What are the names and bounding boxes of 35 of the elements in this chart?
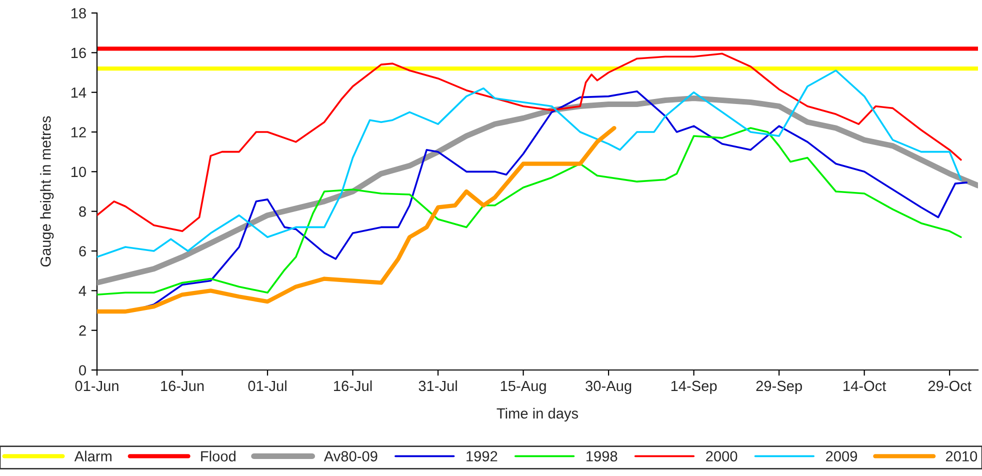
line-series [97,127,962,296]
x-tick-label: 14-Oct [844,380,886,392]
y-tick-label: 18 [71,8,86,18]
x-tick-label: 14-Sep [671,380,717,394]
x-tick-label: 30-Aug [586,380,632,394]
legend-label: Alarm [74,450,112,462]
legend-label: Flood [201,450,236,462]
y-tick-label: 8 [79,206,86,217]
y-tick-label: 14 [71,88,86,98]
line-series [97,52,962,232]
x-tick-label: 01-Jul [248,380,286,392]
x-tick-label: 31-Jul [418,380,457,392]
line-series [97,70,962,258]
x-tick-label: 01-Jun [75,380,118,392]
y-tick-label: 16 [71,48,86,58]
legend-label: 2000 [706,451,738,462]
legend-label: 2009 [826,451,858,462]
legend-label: Av80-09 [324,451,378,462]
x-tick-label: 16-Jul [334,380,372,392]
y-tick-label: 12 [71,127,86,138]
x-tick-label: 29-Oct [928,380,972,392]
legend-label: 1998 [586,451,618,462]
x-tick-label: 16-Jun [161,380,204,392]
legend-label: 1992 [466,451,498,462]
x-tick-label: 15-Aug [500,380,546,394]
legend-label: 2010 [946,451,978,462]
y-axis-title: Gauge height in metres [40,116,54,267]
y-tick-label: 2 [79,325,86,336]
y-tick-label: 10 [71,166,86,178]
y-tick-label: 0 [79,365,86,376]
line-series [97,126,616,314]
x-tick-label: 29-Sep [756,380,802,394]
y-tick-label: 6 [79,246,86,256]
y-tick-label: 4 [78,286,86,296]
x-axis-title: Time in days [496,408,578,422]
